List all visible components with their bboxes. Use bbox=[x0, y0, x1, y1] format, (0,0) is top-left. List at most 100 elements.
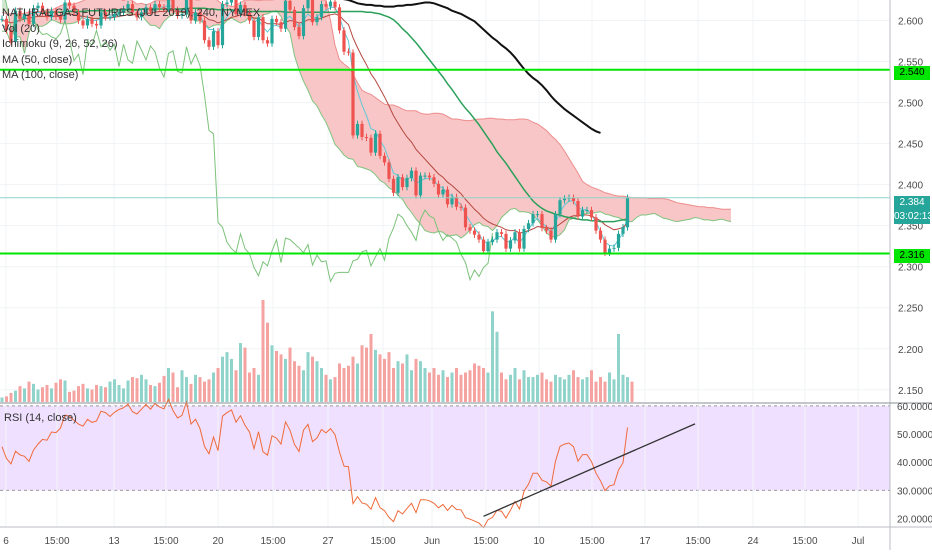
candle-body bbox=[378, 133, 382, 156]
volume-bar bbox=[162, 375, 166, 402]
volume-bar bbox=[185, 377, 188, 402]
volume-bar bbox=[576, 377, 580, 402]
rsi-band bbox=[0, 405, 890, 491]
candle-body bbox=[139, 12, 144, 18]
volume-bar bbox=[369, 334, 373, 402]
volume-bar bbox=[540, 372, 544, 402]
time-tick-label: 6 bbox=[3, 536, 9, 547]
cloud-segment bbox=[537, 123, 542, 226]
volume-bar bbox=[455, 368, 458, 402]
cloud-segment bbox=[317, 0, 322, 115]
volume-bar bbox=[234, 370, 238, 402]
price-tick-label: 2.150 bbox=[898, 386, 923, 397]
candle-body bbox=[387, 162, 391, 179]
candle-body bbox=[598, 230, 603, 240]
candle-body bbox=[9, 30, 13, 42]
volume-bar bbox=[612, 379, 616, 402]
cloud-segment bbox=[456, 118, 461, 238]
volume-bar bbox=[266, 322, 269, 402]
volume-bar bbox=[333, 377, 337, 402]
ma100-legend[interactable]: MA (100, close) bbox=[2, 69, 79, 81]
volume-bar bbox=[203, 381, 206, 402]
cloud-segment bbox=[321, 0, 326, 123]
ma50-legend[interactable]: MA (50, close) bbox=[2, 53, 73, 66]
candle-body bbox=[117, 12, 121, 14]
cloud-segment bbox=[227, 4, 232, 21]
candle-body bbox=[517, 232, 522, 249]
candle-body bbox=[288, 0, 292, 10]
volume-bar bbox=[594, 381, 598, 402]
rsi-legend[interactable]: RSI (14, close) bbox=[4, 412, 77, 424]
cloud-segment bbox=[393, 105, 398, 196]
candle-body bbox=[184, 0, 189, 14]
candle-body bbox=[234, 0, 238, 14]
volume-bar bbox=[104, 387, 107, 402]
candle-body bbox=[576, 201, 580, 217]
cloud-segment bbox=[479, 118, 484, 226]
cloud-segment bbox=[357, 82, 362, 168]
volume-bar bbox=[603, 381, 607, 402]
cloud-segment bbox=[366, 92, 371, 171]
volume-bar bbox=[306, 352, 310, 402]
volume-bar bbox=[45, 385, 49, 402]
price-tick-label: 2.500 bbox=[898, 99, 923, 110]
candle-body bbox=[81, 20, 85, 26]
candle-body bbox=[616, 233, 621, 248]
cloud-segment bbox=[263, 0, 268, 15]
volume-bar bbox=[171, 372, 175, 402]
volume-legend[interactable]: Vol (20) bbox=[2, 22, 40, 35]
volume-bar bbox=[477, 365, 481, 402]
cloud-segment bbox=[717, 208, 722, 220]
candle-body bbox=[13, 10, 18, 42]
ichimoku-legend[interactable]: Ichimoku (9, 26, 52, 26) bbox=[2, 38, 118, 50]
candle-body bbox=[130, 4, 135, 13]
rsi-tick-label: 40.0000 bbox=[897, 458, 932, 469]
candle-body bbox=[193, 12, 198, 21]
candle-body bbox=[261, 17, 265, 41]
volume-bar bbox=[50, 388, 53, 402]
volume-bar bbox=[288, 347, 292, 402]
symbol-title[interactable]: NATURAL GAS FUTURES (JUL 2019), 240, NYM… bbox=[2, 7, 261, 19]
volume-bar bbox=[9, 392, 13, 402]
volume-bar bbox=[27, 381, 31, 402]
candle-body bbox=[279, 22, 283, 29]
candle-body bbox=[180, 13, 184, 16]
cloud-segment bbox=[420, 113, 425, 231]
volume-bar bbox=[194, 374, 197, 402]
volume-bar bbox=[297, 365, 301, 402]
volume-bar bbox=[522, 370, 526, 402]
candle-body bbox=[166, 0, 171, 10]
volume-bar bbox=[99, 386, 103, 402]
time-tick-label: 15:00 bbox=[260, 536, 285, 547]
candle-body bbox=[603, 239, 607, 253]
volume-bar bbox=[572, 370, 575, 402]
candle-body bbox=[459, 206, 463, 208]
volume-bar bbox=[284, 358, 287, 402]
volume-bar bbox=[599, 377, 602, 402]
candle-body bbox=[112, 13, 117, 18]
volume-bar bbox=[270, 345, 274, 402]
cloud-segment bbox=[267, 0, 272, 14]
volume-bar bbox=[329, 379, 332, 402]
candle-body bbox=[580, 210, 585, 217]
volume-bar bbox=[446, 377, 449, 402]
price-tick-label: 2.300 bbox=[898, 263, 923, 274]
volume-bar bbox=[153, 386, 157, 402]
candle-body bbox=[103, 12, 108, 18]
cloud-segment bbox=[722, 209, 727, 221]
current-price-tag: 2.384 bbox=[894, 196, 930, 210]
volume-bar bbox=[176, 387, 179, 402]
candle-body bbox=[90, 18, 94, 24]
volume-bar bbox=[126, 380, 130, 402]
candle-body bbox=[333, 1, 337, 8]
volume-bar bbox=[108, 381, 112, 402]
volume-bar bbox=[14, 390, 17, 402]
volume-bar bbox=[257, 374, 260, 402]
cloud-segment bbox=[699, 206, 704, 220]
candle-body bbox=[364, 137, 369, 139]
candle-body bbox=[490, 239, 495, 243]
candle-body bbox=[63, 2, 67, 20]
volume-bar bbox=[81, 383, 85, 402]
cloud-segment bbox=[20, 13, 25, 54]
cloud-segment bbox=[596, 188, 601, 213]
